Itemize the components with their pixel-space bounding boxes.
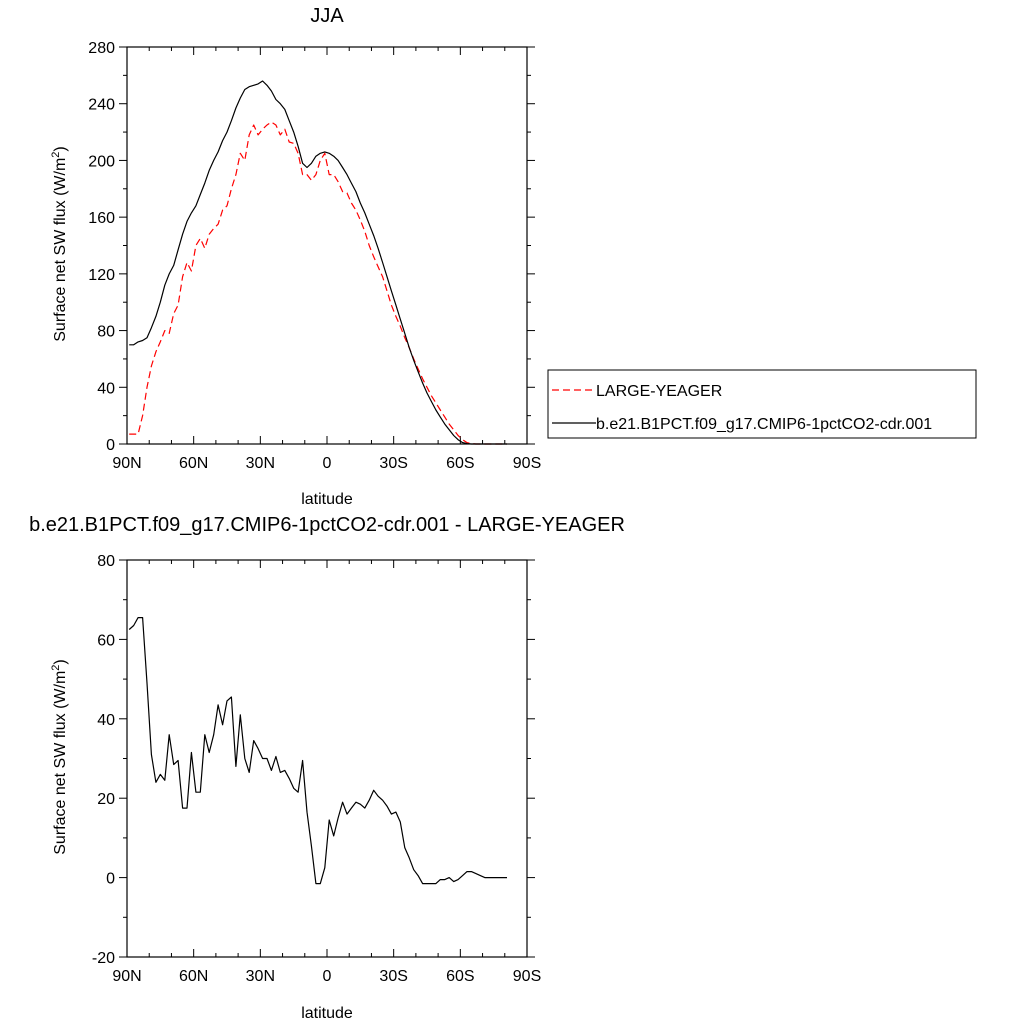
- x-tick-labels: 90N 60N 30N 0 30S 60S 90S: [112, 47, 541, 472]
- x-axis-title: latitude: [301, 1005, 353, 1022]
- legend-label-b-e21: b.e21.B1PCT.f09_g17.CMIP6-1pctCO2-cdr.00…: [596, 416, 932, 433]
- series-layer: [128, 616, 507, 885]
- x-tick-label: 30S: [379, 455, 407, 472]
- chart-title: JJA: [310, 5, 344, 27]
- y-tick-label: 80: [97, 324, 115, 341]
- x-tick-label: 0: [323, 455, 332, 472]
- plot-frame: [126, 559, 528, 958]
- legend: LARGE-YEAGER b.e21.B1PCT.f09_g17.CMIP6-1…: [547, 369, 977, 439]
- x-tick-label: 60S: [446, 455, 474, 472]
- plot-frame: [126, 46, 528, 445]
- y-tick-label: 280: [88, 40, 115, 57]
- series-line-1: [129, 80, 507, 445]
- y-tick-labels: 0 40 80 120 160 200 240 280: [88, 40, 535, 454]
- legend-label-large-yeager: LARGE-YEAGER: [596, 383, 722, 400]
- x-tick-labels: 90N 60N 30N 0 30S 60S 90S: [112, 560, 541, 985]
- y-tick-label: 200: [88, 153, 115, 170]
- chart-panel-top: JJA 90N 60N 30N 0 30S 60S 90S 0 40 80 120 160 200 24…: [50, 5, 541, 508]
- series-layer: [129, 80, 507, 445]
- x-tick-label: 60S: [446, 968, 474, 985]
- x-tick-label: 0: [323, 968, 332, 985]
- x-axis-title: latitude: [301, 491, 353, 508]
- x-tick-label: 60N: [179, 968, 208, 985]
- x-tick-label: 30N: [246, 455, 275, 472]
- y-tick-label: -20: [92, 950, 115, 967]
- x-tick-label: 90N: [112, 455, 141, 472]
- chart-panel-bottom: b.e21.B1PCT.f09_g17.CMIP6-1pctCO2-cdr.00…: [29, 514, 625, 1022]
- y-axis-title: Surface net SW flux (W/m2): [50, 146, 69, 342]
- y-tick-label: 40: [97, 712, 115, 729]
- series-line-0: [128, 616, 507, 885]
- x-tick-label: 90N: [112, 968, 141, 985]
- y-tick-label: 20: [97, 791, 115, 808]
- y-tick-label: 160: [88, 210, 115, 227]
- y-tick-label: 240: [88, 97, 115, 114]
- y-tick-label: 120: [88, 267, 115, 284]
- x-tick-label: 30N: [246, 968, 275, 985]
- x-tick-label: 90S: [513, 455, 541, 472]
- x-tick-label: 60N: [179, 455, 208, 472]
- y-tick-label: 40: [97, 380, 115, 397]
- y-tick-labels: -20 0 20 40 60 80: [92, 553, 535, 967]
- y-tick-label: 60: [97, 632, 115, 649]
- chart-title: b.e21.B1PCT.f09_g17.CMIP6-1pctCO2-cdr.00…: [29, 514, 625, 536]
- x-tick-label: 30S: [379, 968, 407, 985]
- y-tick-label: 80: [97, 553, 115, 570]
- series-line-0: [129, 121, 507, 445]
- legend-box: [547, 369, 977, 439]
- y-axis-title: Surface net SW flux (W/m2): [50, 659, 69, 855]
- y-tick-label: 0: [106, 437, 115, 454]
- y-tick-label: 0: [106, 871, 115, 888]
- x-tick-label: 90S: [513, 968, 541, 985]
